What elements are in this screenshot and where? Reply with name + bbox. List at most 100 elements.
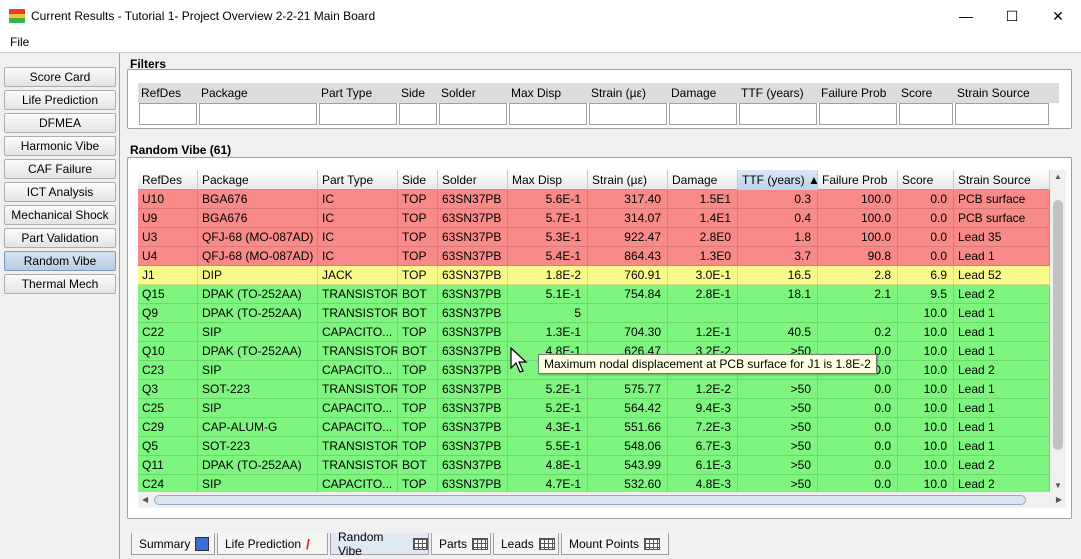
table-row[interactable]: U4 QFJ-68 (MO-087AD) IC TOP 63SN37PB 5.4E-1 86…	[138, 247, 1050, 266]
table-row[interactable]: Q3 SOT-223 TRANSISTOR TOP 63SN37PB 5.2E-1 575.…	[138, 380, 1050, 399]
table-cell	[588, 304, 668, 323]
filter-input[interactable]	[139, 103, 197, 125]
table-row[interactable]: Q15 DPAK (TO-252AA) TRANSISTOR BOT 63SN37PB 5…	[138, 285, 1050, 304]
table-row[interactable]: Q5 SOT-223 TRANSISTOR TOP 63SN37PB 5.5E-1 548.…	[138, 437, 1050, 456]
table-cell: 63SN37PB	[438, 228, 508, 247]
vertical-scroll-thumb[interactable]	[1053, 200, 1063, 450]
minimize-button[interactable]: —	[959, 8, 973, 24]
filter-input[interactable]	[199, 103, 317, 125]
filter-label: TTF (years)	[741, 86, 804, 100]
nav-mechanical-shock[interactable]: Mechanical Shock	[4, 205, 116, 225]
table-row[interactable]: U3 QFJ-68 (MO-087AD) IC TOP 63SN37PB 5.3E-1 92…	[138, 228, 1050, 247]
table-cell: Q11	[138, 456, 198, 475]
filter-input[interactable]	[955, 103, 1049, 125]
scroll-down-icon[interactable]: ▼	[1054, 481, 1062, 490]
tab-leads[interactable]: Leads	[493, 533, 559, 555]
table-row[interactable]: J1 DIP JACK TOP 63SN37PB 1.8E-2 760.91 3.0E-1 16…	[138, 266, 1050, 285]
nav-part-validation[interactable]: Part Validation	[4, 228, 116, 248]
table-cell: Lead 1	[954, 380, 1050, 399]
column-header[interactable]: Strain Source	[954, 170, 1050, 190]
filter-input[interactable]	[739, 103, 817, 125]
column-header[interactable]: Failure Prob	[818, 170, 898, 190]
horizontal-scroll-thumb[interactable]	[154, 495, 1026, 505]
filter-input[interactable]	[589, 103, 667, 125]
maximize-button[interactable]: ☐	[1005, 7, 1019, 24]
filter-input[interactable]	[819, 103, 897, 125]
table-cell: DPAK (TO-252AA)	[198, 342, 318, 361]
table-cell: BOT	[398, 342, 438, 361]
table-cell: U3	[138, 228, 198, 247]
table-cell: SIP	[198, 323, 318, 342]
nav-caf-failure[interactable]: CAF Failure	[4, 159, 116, 179]
table-cell: 63SN37PB	[438, 361, 508, 380]
vertical-scrollbar[interactable]: ▲ ▼	[1050, 170, 1066, 492]
column-header[interactable]: Strain (µε)	[588, 170, 668, 190]
scroll-right-icon[interactable]: ▶	[1055, 495, 1062, 504]
filter-input[interactable]	[899, 103, 953, 125]
nav-random-vibe[interactable]: Random Vibe	[4, 251, 116, 271]
table-cell: 63SN37PB	[438, 342, 508, 361]
table-cell: 5.6E-1	[508, 190, 588, 209]
column-header[interactable]: TTF (years) ▲	[738, 170, 820, 190]
table-row[interactable]: C29 CAP-ALUM-G CAPACITO... TOP 63SN37PB 4.3E-…	[138, 418, 1050, 437]
table-cell: IC	[318, 190, 398, 209]
tab-summary[interactable]: Summary	[131, 533, 215, 555]
nav-life-prediction[interactable]: Life Prediction	[4, 90, 116, 110]
filter-label: Score	[901, 86, 933, 100]
nav-thermal-mech[interactable]: Thermal Mech	[4, 274, 116, 294]
table-row[interactable]: C22 SIP CAPACITO... TOP 63SN37PB 1.3E-1 704.30…	[138, 323, 1050, 342]
tab-life-prediction[interactable]: Life Prediction /	[217, 533, 328, 555]
nav-dfmea[interactable]: DFMEA	[4, 113, 116, 133]
filter-input[interactable]	[399, 103, 437, 125]
content: Filters RefDes Package Part Type Side Solder…	[121, 53, 1081, 559]
table-cell: SIP	[198, 475, 318, 492]
table-cell: CAP-ALUM-G	[198, 418, 318, 437]
table-cell: 754.84	[588, 285, 668, 304]
table-cell: Lead 52	[954, 266, 1050, 285]
table-cell: 63SN37PB	[438, 304, 508, 323]
tab-parts[interactable]: Parts	[431, 533, 491, 555]
table-row[interactable]: C25 SIP CAPACITO... TOP 63SN37PB 5.2E-1 564.42…	[138, 399, 1050, 418]
table-row[interactable]: U9 BGA676 IC TOP 63SN37PB 5.7E-1 314.07 1.4E1 0.…	[138, 209, 1050, 228]
horizontal-scrollbar[interactable]: ◀ ▶	[138, 492, 1066, 508]
column-header[interactable]: Package	[198, 170, 318, 190]
scroll-left-icon[interactable]: ◀	[142, 495, 149, 504]
table-cell: 564.42	[588, 399, 668, 418]
close-button[interactable]: ✕	[1052, 7, 1064, 24]
tab-random-vibe[interactable]: Random Vibe	[330, 530, 429, 558]
table-cell: U10	[138, 190, 198, 209]
nav-ict-analysis[interactable]: ICT Analysis	[4, 182, 116, 202]
column-header[interactable]: Side	[398, 170, 438, 190]
scroll-up-icon[interactable]: ▲	[1054, 172, 1062, 181]
table-cell: 3.7	[738, 247, 818, 266]
filter-input[interactable]	[319, 103, 397, 125]
column-header[interactable]: Max Disp	[508, 170, 588, 190]
table-row[interactable]: Q9 DPAK (TO-252AA) TRANSISTOR BOT 63SN37PB 5 1…	[138, 304, 1050, 323]
filter-input[interactable]	[439, 103, 507, 125]
tab-mount-points[interactable]: Mount Points	[561, 533, 669, 555]
table-cell: 548.06	[588, 437, 668, 456]
table-row[interactable]: Q11 DPAK (TO-252AA) TRANSISTOR BOT 63SN37PB 4…	[138, 456, 1050, 475]
table-cell: BGA676	[198, 209, 318, 228]
nav-harmonic-vibe[interactable]: Harmonic Vibe	[4, 136, 116, 156]
grid-icon	[644, 537, 661, 550]
column-header[interactable]: RefDes	[138, 170, 198, 190]
filter-label: Package	[201, 86, 248, 100]
table-cell: 760.91	[588, 266, 668, 285]
column-header[interactable]: Score	[898, 170, 954, 190]
column-header[interactable]: Damage	[668, 170, 738, 190]
column-header[interactable]: Solder	[438, 170, 508, 190]
table-cell: C23	[138, 361, 198, 380]
table-cell: 0.0	[818, 399, 898, 418]
table-cell: 4.8E-3	[668, 475, 738, 492]
mouse-cursor-icon	[510, 347, 528, 373]
filter-column: Solder	[438, 83, 508, 129]
menu-file[interactable]: File	[10, 35, 30, 49]
table-row[interactable]: U10 BGA676 IC TOP 63SN37PB 5.6E-1 317.40 1.5E1 0…	[138, 190, 1050, 209]
filter-input[interactable]	[509, 103, 587, 125]
table-row[interactable]: C24 SIP CAPACITO... TOP 63SN37PB 4.7E-1 532.60…	[138, 475, 1050, 492]
table-cell: Lead 2	[954, 285, 1050, 304]
nav-score-card[interactable]: Score Card	[4, 67, 116, 87]
filter-input[interactable]	[669, 103, 737, 125]
column-header[interactable]: Part Type	[318, 170, 398, 190]
